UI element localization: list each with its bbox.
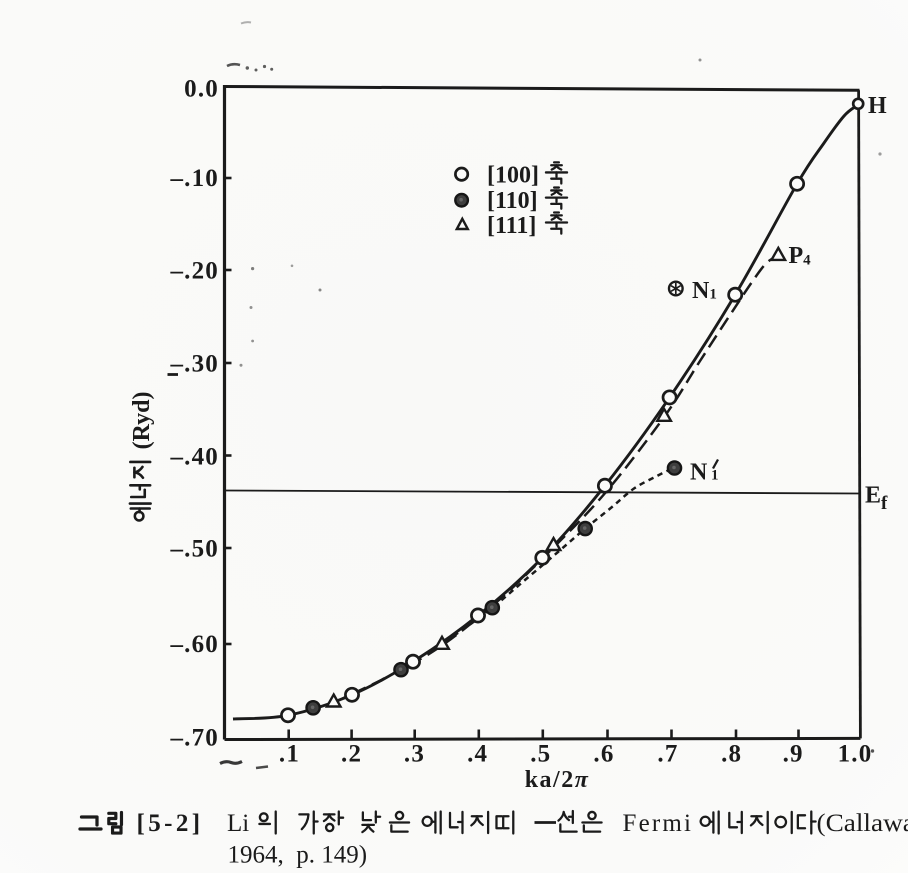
svg-text:.5: .5: [530, 741, 551, 768]
svg-text:ka/2π: ka/2π: [525, 767, 590, 793]
svg-text:N: N: [690, 460, 708, 486]
svg-text:Fermi: Fermi: [623, 810, 692, 837]
svg-text:.2: .2: [341, 741, 362, 768]
svg-text:–.50: –.50: [169, 536, 219, 563]
svg-text:1964, p. 149): 1964, p. 149): [228, 841, 368, 868]
svg-text:[111]: [111]: [487, 213, 536, 239]
svg-text:–.60: –.60: [169, 631, 219, 658]
svg-text:–.20: –.20: [169, 257, 219, 284]
svg-text:–.40: –.40: [169, 444, 219, 471]
svg-text:.8: .8: [721, 741, 742, 768]
svg-text:[110]: [110]: [487, 188, 538, 214]
svg-text:–.10: –.10: [169, 165, 219, 192]
svg-text:.9: .9: [783, 741, 804, 768]
svg-text:.4: .4: [467, 741, 488, 768]
svg-text:.1: .1: [279, 741, 300, 768]
svg-text:0.0: 0.0: [184, 76, 219, 103]
svg-text:[100]: [100]: [487, 163, 539, 189]
svg-text:.3: .3: [404, 741, 425, 768]
svg-text:–.70: –.70: [169, 725, 219, 752]
svg-text:1: 1: [711, 468, 719, 484]
svg-text:(Ryd): (Ryd): [129, 391, 155, 449]
svg-text:[5-2]: [5-2]: [137, 810, 204, 837]
svg-text:Li: Li: [227, 810, 249, 837]
svg-text:(Callaway: (Callaway: [817, 810, 908, 837]
svg-text:.7: .7: [657, 741, 678, 768]
svg-text:H: H: [868, 93, 887, 119]
svg-text:1.0: 1.0: [838, 741, 873, 768]
svg-text:.6: .6: [593, 741, 614, 768]
